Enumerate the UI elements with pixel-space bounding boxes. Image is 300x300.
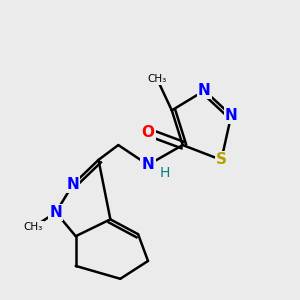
Text: N: N: [50, 205, 62, 220]
Text: O: O: [142, 125, 154, 140]
Text: N: N: [142, 158, 154, 172]
Text: H: H: [160, 166, 170, 180]
Text: N: N: [198, 83, 211, 98]
Text: N: N: [225, 108, 238, 123]
Text: N: N: [66, 177, 79, 192]
Text: S: S: [216, 152, 227, 167]
Text: CH₃: CH₃: [147, 74, 167, 84]
Text: CH₃: CH₃: [23, 222, 43, 232]
